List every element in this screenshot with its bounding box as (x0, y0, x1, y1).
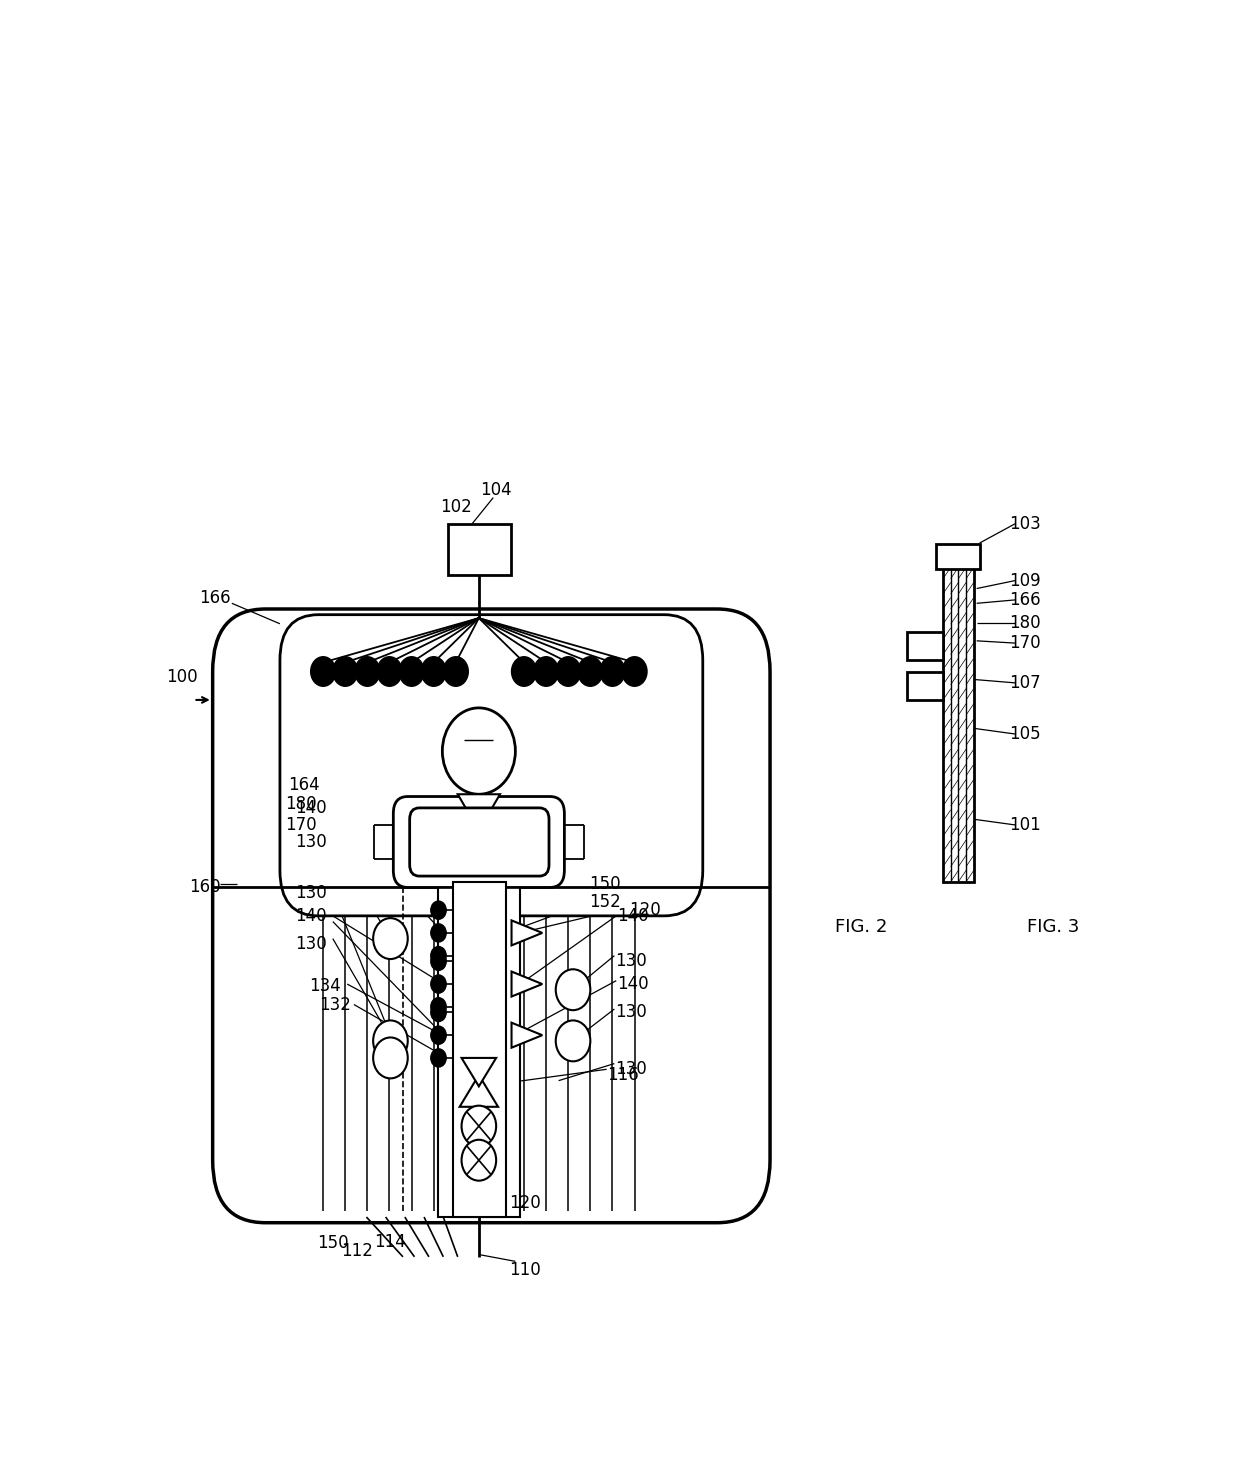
Circle shape (556, 1020, 590, 1061)
Text: 130: 130 (615, 952, 646, 970)
Circle shape (373, 1020, 408, 1061)
Polygon shape (512, 1023, 542, 1048)
Text: 103: 103 (1009, 515, 1040, 533)
Circle shape (430, 952, 446, 970)
Circle shape (430, 900, 446, 920)
Text: 114: 114 (374, 1232, 407, 1252)
Text: 150: 150 (317, 1234, 348, 1252)
Circle shape (430, 1004, 446, 1021)
Circle shape (399, 657, 424, 686)
Text: FIG. 3: FIG. 3 (1028, 918, 1080, 936)
Circle shape (430, 976, 446, 993)
Circle shape (533, 657, 558, 686)
Text: 100: 100 (166, 669, 197, 686)
Text: 130: 130 (295, 884, 326, 902)
Text: 170: 170 (285, 816, 317, 834)
Text: 140: 140 (616, 976, 649, 993)
Text: 130: 130 (295, 936, 326, 953)
Circle shape (461, 1139, 496, 1181)
Circle shape (443, 708, 516, 794)
Text: 166: 166 (1009, 590, 1040, 610)
Text: 112: 112 (341, 1243, 373, 1261)
Bar (908, 672, 944, 700)
Text: 120: 120 (510, 1194, 541, 1212)
Text: 107: 107 (1009, 675, 1040, 692)
Circle shape (430, 1049, 446, 1067)
Text: 132: 132 (319, 995, 351, 1014)
Text: 150: 150 (589, 875, 620, 893)
Bar (453, 881, 506, 1218)
Text: 134: 134 (309, 977, 341, 995)
Text: 160: 160 (190, 878, 221, 896)
Circle shape (355, 657, 379, 686)
Text: 130: 130 (615, 1060, 646, 1079)
Text: 109: 109 (1009, 571, 1040, 589)
Circle shape (578, 657, 603, 686)
Text: 180: 180 (1009, 614, 1040, 632)
Circle shape (430, 946, 446, 965)
Circle shape (332, 657, 358, 686)
Polygon shape (512, 971, 542, 996)
Circle shape (373, 918, 408, 959)
Circle shape (311, 657, 336, 686)
Text: 110: 110 (510, 1262, 541, 1280)
Text: 152: 152 (589, 893, 621, 911)
Text: 105: 105 (1009, 725, 1040, 742)
Circle shape (461, 1106, 496, 1147)
Text: 104: 104 (480, 481, 512, 499)
Polygon shape (512, 921, 542, 946)
FancyBboxPatch shape (280, 614, 703, 915)
Text: 101: 101 (1009, 816, 1040, 834)
Circle shape (556, 657, 580, 686)
Text: FIG. 2: FIG. 2 (836, 918, 888, 936)
Text: 140: 140 (295, 799, 326, 816)
Bar (448, 524, 511, 574)
Text: 140: 140 (295, 906, 326, 925)
Bar (439, 881, 521, 1218)
Polygon shape (461, 1058, 496, 1086)
Text: 130: 130 (295, 832, 326, 852)
Text: 120: 120 (629, 902, 661, 920)
Text: 102: 102 (440, 497, 471, 515)
Text: 130: 130 (615, 1004, 646, 1021)
Circle shape (422, 657, 446, 686)
Text: 170: 170 (1009, 635, 1040, 652)
Text: 164: 164 (288, 776, 320, 794)
Circle shape (377, 657, 402, 686)
FancyBboxPatch shape (409, 807, 549, 877)
Polygon shape (458, 794, 500, 831)
Bar (942, 564, 973, 881)
Polygon shape (460, 1075, 498, 1107)
Circle shape (622, 657, 647, 686)
Circle shape (512, 657, 537, 686)
Circle shape (430, 1026, 446, 1045)
Text: 180: 180 (285, 796, 317, 813)
Circle shape (373, 1038, 408, 1079)
Circle shape (430, 998, 446, 1015)
FancyBboxPatch shape (213, 610, 770, 1222)
Circle shape (600, 657, 625, 686)
Circle shape (556, 970, 590, 1010)
Circle shape (444, 657, 469, 686)
Text: 116: 116 (608, 1066, 639, 1083)
Text: 140: 140 (616, 906, 649, 925)
Circle shape (430, 924, 446, 942)
Bar (936, 545, 981, 570)
Bar (908, 632, 944, 660)
Text: 166: 166 (198, 589, 231, 607)
FancyBboxPatch shape (393, 797, 564, 887)
